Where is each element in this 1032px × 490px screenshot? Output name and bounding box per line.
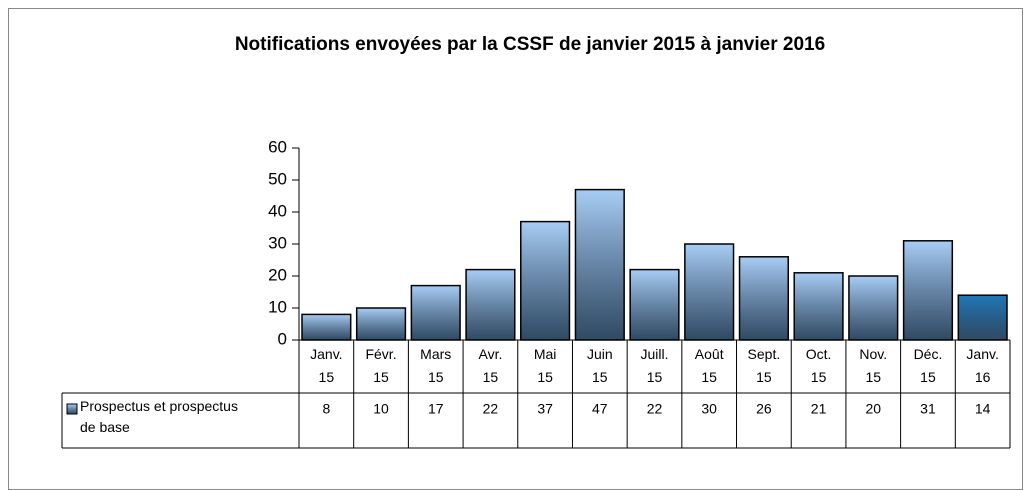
data-table-value: 21: [811, 401, 827, 417]
data-table-value: 22: [483, 401, 499, 417]
data-table-value: 17: [428, 401, 444, 417]
bar: [684, 243, 735, 341]
bar: [902, 240, 954, 341]
chart-title: Notifications envoyées par la CSSF de ja…: [235, 34, 825, 55]
y-tick-label: 40: [268, 201, 287, 220]
data-table-value: 26: [756, 401, 772, 417]
data-table-value: 31: [920, 401, 936, 417]
data-table-value: 22: [647, 401, 663, 417]
data-table-value: 20: [865, 401, 881, 417]
y-tick-label: 30: [268, 233, 287, 252]
bar: [574, 188, 625, 341]
y-tick-label: 20: [268, 265, 287, 284]
legend-box: Prospectus et prospectus de base: [80, 398, 238, 435]
x-tick-label: Mai 15: [534, 346, 557, 385]
y-tick-label: 60: [268, 137, 287, 156]
x-tick-label: Nov. 15: [859, 346, 887, 385]
x-tick-label: Juin 15: [587, 346, 613, 385]
bar: [355, 307, 407, 341]
bar: [520, 220, 571, 341]
x-tick-label: Mars 15: [420, 346, 451, 385]
bar: [410, 284, 461, 341]
x-tick-label: Déc. 15: [914, 346, 943, 385]
x-tick-label: Janv. 15: [310, 346, 342, 385]
bar: [301, 313, 352, 341]
x-tick-label: Janv. 16: [966, 346, 998, 385]
x-tick-label: Juill. 15: [640, 346, 668, 385]
bar: [957, 294, 1008, 341]
bar: [793, 272, 844, 341]
data-table-value: 37: [537, 401, 553, 417]
x-tick-label: Oct. 15: [806, 346, 832, 385]
y-tick-label: 0: [278, 329, 287, 348]
bar: [738, 256, 789, 341]
data-table-value: 47: [592, 401, 608, 417]
data-table-value: 10: [373, 401, 389, 417]
data-table-value: 8: [322, 401, 330, 417]
data-table-value: 30: [701, 401, 717, 417]
bar: [465, 268, 516, 341]
x-tick-label: Févr. 15: [365, 346, 396, 385]
y-tick-label: 10: [268, 297, 287, 316]
x-tick-label: Avr. 15: [478, 346, 502, 385]
y-tick-label: 50: [268, 169, 287, 188]
chart-frame: [8, 8, 1023, 490]
x-tick-label: Sept. 15: [748, 346, 781, 385]
bar: [848, 275, 899, 341]
legend-label: Prospectus et prospectus de base: [80, 398, 238, 435]
bar: [629, 268, 680, 341]
data-table-value: 14: [975, 401, 991, 417]
x-tick-label: Août 15: [695, 346, 724, 385]
legend-marker: [66, 403, 78, 415]
